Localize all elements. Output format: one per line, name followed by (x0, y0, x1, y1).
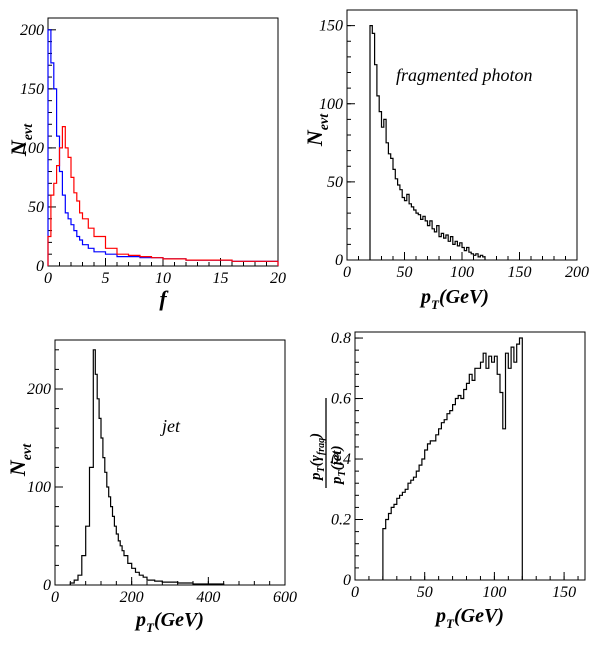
x-axis-label-unit: (GeV) (439, 286, 489, 308)
y-num-p: p (308, 472, 324, 482)
histogram-series (369, 25, 486, 260)
plot-frame (47, 17, 279, 267)
plot-frame (54, 339, 286, 586)
histogram-series (47, 29, 279, 266)
y-axis-label-sub: evt (21, 123, 36, 140)
y-axis-label-denominator: pT(jet) (329, 445, 348, 486)
x-tick-label: 0 (51, 589, 59, 606)
histogram-series (47, 125, 279, 266)
y-tick-label: 0 (43, 577, 51, 594)
y-tick-label: 100 (20, 140, 44, 157)
x-tick-label: 5 (102, 270, 110, 287)
y-tick-label: 0.8 (331, 330, 351, 347)
x-tick-label: 100 (482, 584, 506, 601)
y-axis-label-main: N (6, 139, 31, 157)
y-tick-label: 200 (27, 381, 51, 398)
x-tick-label: 50 (397, 264, 413, 281)
chart-panel-ratio: pT(GeV) pT(γfrag) pT(jet) 0 50 100 15000.20… (308, 330, 586, 631)
histogram-series (69, 349, 225, 585)
y-num-open: (γ (308, 454, 324, 466)
y-axis-label-sub: evt (317, 113, 332, 130)
x-axis-label-unit: (GeV) (154, 609, 204, 631)
x-tick-label: 50 (417, 584, 433, 601)
y-den-sub: T (337, 470, 348, 477)
chart-panel-jet-pt: jet pT(GeV) Nevt 0 200 400 600 0 100 200 (5, 339, 297, 635)
annotation-fragmented-photon: fragmented photon (396, 65, 533, 85)
x-axis-label: pT(GeV) (134, 609, 204, 635)
y-axis-label-ratio: pT(γfrag) pT(jet) (308, 398, 348, 488)
y-num-close: ) (308, 433, 324, 440)
x-tick-label: 10 (155, 270, 171, 287)
y-num-frag: frag (316, 438, 327, 455)
annotation-jet: jet (160, 416, 181, 436)
x-tick-label: 600 (273, 589, 297, 606)
x-tick-label: 0 (343, 264, 351, 281)
y-tick-label: 0 (335, 252, 343, 269)
y-tick-label: 150 (319, 18, 343, 35)
histogram-series (382, 337, 523, 580)
x-tick-label: 150 (552, 584, 576, 601)
y-tick-label: 0 (36, 258, 44, 275)
x-axis-label: f (159, 286, 169, 311)
chart-panel-photon-pt: fragmented photon pT(GeV) Nevt 0 50 100 150… (302, 9, 589, 312)
x-axis-label-sub: T (446, 616, 455, 631)
y-tick-label: 100 (27, 479, 51, 496)
y-tick-label: 0.4 (331, 451, 351, 468)
x-axis-label-sub: T (146, 620, 155, 635)
y-num-sub: T (316, 466, 327, 473)
y-tick-label: 100 (319, 96, 343, 113)
y-axis-label-sub: evt (20, 443, 35, 460)
x-tick-label: 200 (565, 264, 589, 281)
x-tick-label: 20 (270, 270, 286, 287)
y-tick-label: 150 (20, 81, 44, 98)
y-tick-label: 0 (343, 572, 351, 589)
x-tick-label: 0 (351, 584, 359, 601)
x-axis-label: pT(GeV) (419, 286, 489, 312)
y-den-p: p (329, 476, 345, 486)
plot-frame (354, 331, 586, 581)
y-axis-label-main: N (5, 459, 30, 477)
x-axis-label-sub: T (431, 297, 440, 312)
x-axis-label-p: p (134, 609, 146, 631)
x-axis-label: pT(GeV) (434, 605, 504, 631)
y-tick-label: 0.2 (331, 512, 351, 529)
y-axis-label: Nevt (5, 443, 35, 477)
y-tick-label: 50 (28, 199, 44, 216)
y-tick-label: 50 (327, 174, 343, 191)
y-den-jet: (jet) (329, 445, 345, 470)
x-tick-label: 200 (120, 589, 144, 606)
y-axis-label-main: N (302, 129, 327, 147)
x-tick-label: 0 (44, 270, 52, 287)
y-tick-label: 0.6 (331, 391, 351, 408)
y-axis-label-numerator: pT(γfrag) (308, 433, 327, 482)
x-axis-label-p: p (434, 605, 446, 627)
plot-frame (346, 9, 578, 261)
y-axis-label: Nevt (6, 123, 36, 157)
x-axis-label-unit: (GeV) (454, 605, 504, 627)
x-tick-label: 150 (508, 264, 532, 281)
x-tick-label: 100 (450, 264, 474, 281)
y-tick-label: 200 (20, 22, 44, 39)
y-axis-label: Nevt (302, 113, 332, 147)
x-tick-label: 15 (213, 270, 229, 287)
x-tick-label: 400 (196, 589, 220, 606)
x-axis-label-p: p (419, 286, 431, 308)
